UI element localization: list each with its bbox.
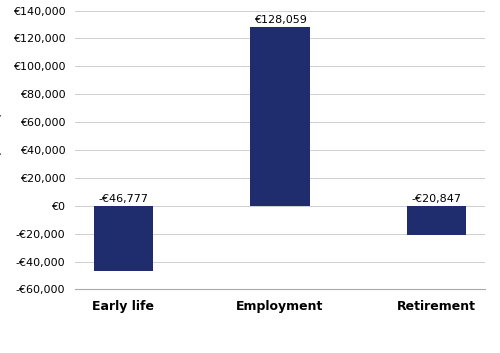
Text: €128,059: €128,059: [254, 15, 306, 25]
Text: -€20,847: -€20,847: [412, 194, 462, 204]
Bar: [407, 206, 467, 235]
Text: -€46,777: -€46,777: [98, 194, 148, 204]
Legend: Discounting 3%: Discounting 3%: [216, 349, 344, 353]
Bar: [94, 206, 153, 271]
Bar: [250, 27, 310, 206]
Y-axis label: Cost (Euros): Cost (Euros): [0, 112, 4, 188]
